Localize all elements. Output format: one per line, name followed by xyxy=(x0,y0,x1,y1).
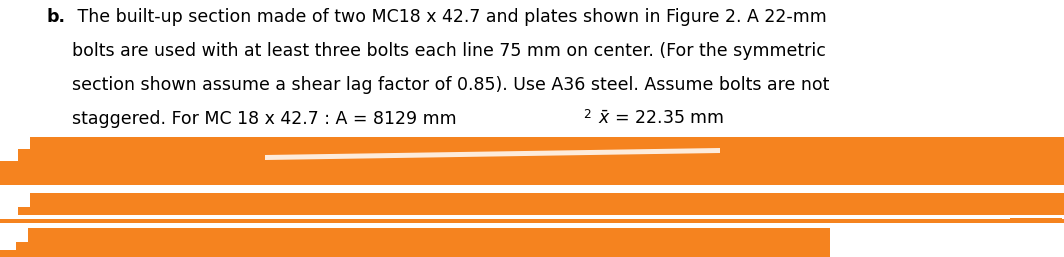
Bar xyxy=(0,228,830,257)
Bar xyxy=(0,228,28,242)
Bar xyxy=(0,149,18,161)
Bar xyxy=(0,242,16,250)
Bar xyxy=(0,137,1064,185)
Text: b.: b. xyxy=(46,8,65,26)
Bar xyxy=(0,207,18,215)
Bar xyxy=(0,193,30,207)
Text: section shown assume a shear lag factor of 0.85). Use A36 steel. Assume bolts ar: section shown assume a shear lag factor … xyxy=(72,76,829,94)
Text: bolts are used with at least three bolts each line 75 mm on center. (For the sym: bolts are used with at least three bolts… xyxy=(72,42,826,60)
Bar xyxy=(0,215,1064,219)
Text: The built-up section made of two MC18 x 42.7 and plates shown in Figure 2. A 22-: The built-up section made of two MC18 x … xyxy=(72,8,827,26)
Text: staggered. For MC 18 x 42.7 : A = 8129 mm: staggered. For MC 18 x 42.7 : A = 8129 m… xyxy=(72,110,456,128)
Bar xyxy=(1010,218,1062,226)
Text: $\bar{x}$ = 22.35 mm: $\bar{x}$ = 22.35 mm xyxy=(593,110,725,128)
Bar xyxy=(0,185,1064,193)
Bar xyxy=(0,193,1064,223)
Polygon shape xyxy=(265,148,720,160)
Text: 2: 2 xyxy=(583,108,591,121)
Bar xyxy=(0,137,30,149)
Bar xyxy=(0,223,1064,228)
